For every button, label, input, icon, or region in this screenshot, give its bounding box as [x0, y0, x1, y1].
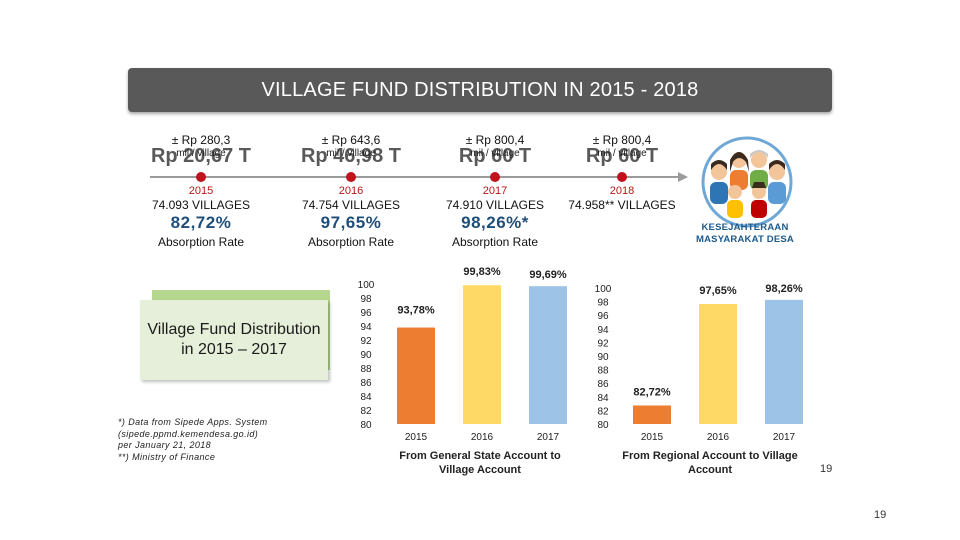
bar-2015 [397, 327, 435, 424]
timeline-dot-2018 [617, 172, 627, 182]
x-tick-label-2016: 2016 [707, 432, 730, 443]
distribution-label-box: Village Fund Distribution in 2015 – 2017 [140, 300, 328, 380]
village-count: 74.093 VILLAGES [151, 198, 251, 212]
bar-2017 [765, 299, 803, 424]
year-label: 2017 [482, 185, 508, 197]
fund-unit: mil / village [597, 148, 647, 159]
bar-2015 [633, 405, 671, 424]
data-label-2016: 97,65% [699, 285, 737, 297]
y-tick-label: 98 [360, 294, 372, 305]
absorption-rate-label: Absorption Rate [157, 235, 245, 249]
y-tick-label: 84 [360, 392, 372, 403]
fund-per-village: ± Rp 643,6 [321, 133, 381, 147]
y-tick-label: 94 [360, 322, 372, 333]
village-count: 74.754 VILLAGES [301, 198, 401, 212]
chart-2-title: From Regional Account to Village Account [622, 450, 798, 476]
y-tick-label: 82 [597, 406, 609, 417]
y-tick-label: 80 [597, 420, 609, 431]
fund-per-village: ± Rp 800,4 [592, 133, 652, 147]
village-count: 74.910 VILLAGES [445, 198, 545, 212]
year-label: 2015 [188, 185, 214, 197]
timeline-dot-2015 [196, 172, 206, 182]
x-tick-label-2016: 2016 [471, 432, 494, 443]
footnote-line: **) Ministry of Finance [118, 451, 216, 462]
bar-2016 [463, 285, 501, 424]
timeline-dot-2017 [490, 172, 500, 182]
total-fund: Rp 46,98 T [300, 145, 402, 167]
data-label-2017: 99,69% [529, 269, 567, 281]
page-number-outer: 19 [874, 509, 887, 521]
chart-regional-svg: 100 98 96 94 92 90 88 86 84 82 80 82,72% 2015 97,65% 2… [595, 283, 803, 443]
village-count: 74.958** VILLAGES [568, 198, 676, 212]
y-tick-label: 88 [360, 364, 372, 375]
absorption-rate: 82,72% [170, 213, 232, 232]
fund-per-village: ± Rp 800,4 [465, 133, 525, 147]
data-label-2016: 99,83% [463, 266, 501, 278]
absorption-rate-label: Absorption Rate [451, 235, 539, 249]
year-label: 2018 [609, 185, 635, 197]
y-tick-label: 92 [360, 336, 372, 347]
bar-2016 [699, 303, 737, 424]
y-tick-label: 86 [360, 378, 372, 389]
timeline-arrow-icon [678, 172, 688, 182]
y-tick-label: 90 [597, 352, 609, 363]
y-tick-label: 82 [360, 406, 372, 417]
y-tick-label: 80 [360, 420, 372, 431]
fund-unit: mil / village [176, 148, 226, 159]
data-label-2017: 98,26% [765, 283, 803, 295]
total-fund: Rp 60 T [458, 145, 532, 167]
y-tick-label: 88 [597, 366, 609, 377]
fund-unit: mil / village [470, 148, 520, 159]
logo-line-2: MASYARAKAT DESA [695, 234, 794, 245]
logo-caption: KESEJAHTERAAN MASYARAKAT DESA [690, 222, 800, 246]
timeline-dot-2016 [346, 172, 356, 182]
y-tick-label: 86 [597, 379, 609, 390]
total-fund: Rp 20,67 T [150, 145, 252, 167]
logo-line-1: KESEJAHTERAAN [701, 222, 789, 233]
data-label-2015: 82,72% [633, 387, 671, 399]
timeline-line [150, 176, 680, 178]
x-tick-label-2015: 2015 [641, 432, 664, 443]
y-tick-label: 98 [597, 298, 609, 309]
y-tick-label: 100 [358, 280, 375, 291]
x-tick-label-2017: 2017 [537, 432, 560, 443]
y-tick-label: 92 [597, 338, 609, 349]
y-tick-label: 96 [597, 311, 609, 322]
footnote-line: (sipede.ppmd.kemendesa.go.id) [118, 428, 259, 439]
footnote-line: per January 21, 2018 [118, 440, 212, 450]
chart-general-state-svg: 100 98 96 94 92 90 88 86 84 82 80 93,78% 2015 99,83% 2… [358, 266, 567, 443]
chart-regional-account: 100 98 96 94 92 90 88 86 84 82 80 82,72% 2015 97,65% 2… [588, 262, 818, 443]
footnote-line: *) Data from Sipede Apps. System [118, 417, 268, 427]
y-tick-label: 84 [597, 393, 609, 404]
y-tick-label: 100 [595, 284, 612, 295]
chart-1-title: From General State Account to Village Ac… [399, 450, 561, 476]
data-label-2015: 93,78% [397, 305, 435, 317]
x-tick-label-2017: 2017 [773, 432, 796, 443]
absorption-rate: 98,26%* [461, 213, 529, 232]
fund-per-village: ± Rp 280,3 [171, 133, 231, 147]
page-number-inner: 19 [820, 463, 833, 475]
x-tick-label-2015: 2015 [405, 432, 428, 443]
bar-2017 [529, 286, 567, 424]
fund-unit: mil / village [326, 148, 376, 159]
y-tick-label: 90 [360, 350, 372, 361]
y-tick-label: 96 [360, 308, 372, 319]
chart-general-state-account: 100 98 96 94 92 90 88 86 84 82 80 93,78% 2015 99,83% 2… [350, 262, 580, 443]
absorption-rate: 97,65% [320, 213, 382, 232]
year-label: 2016 [338, 185, 364, 197]
y-tick-label: 94 [597, 325, 609, 336]
footnotes: *) Data from Sipede Apps. System (sipede… [118, 417, 268, 463]
slide-title: VILLAGE FUND DISTRIBUTION IN 2015 - 2018 [128, 68, 832, 112]
kesejahteraan-logo-icon [701, 136, 793, 228]
absorption-rate-label: Absorption Rate [307, 235, 395, 249]
total-fund: Rp 60 T [585, 145, 659, 167]
